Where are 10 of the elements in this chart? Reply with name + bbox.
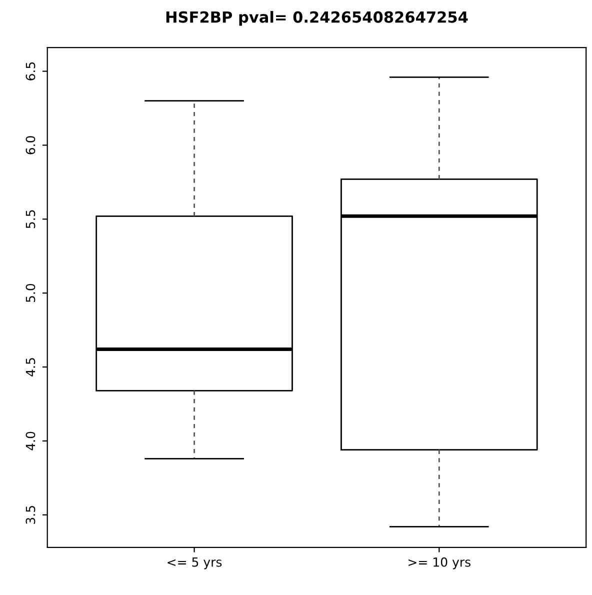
y-tick-label: 6.5 [26,62,36,80]
y-tick-label: 3.5 [26,506,36,524]
y-tick-label: 6.0 [26,136,36,154]
y-tick-label: 5.5 [26,210,36,228]
y-tick-label: 5.0 [26,284,36,302]
y-tick-label: 4.0 [26,432,36,450]
chart-title: HSF2BP pval= 0.242654082647254 [166,10,468,26]
x-tick-label: <= 5 yrs [168,558,222,570]
x-tick-label: >= 10 yrs [408,557,470,570]
y-tick-label: 4.5 [26,358,36,376]
